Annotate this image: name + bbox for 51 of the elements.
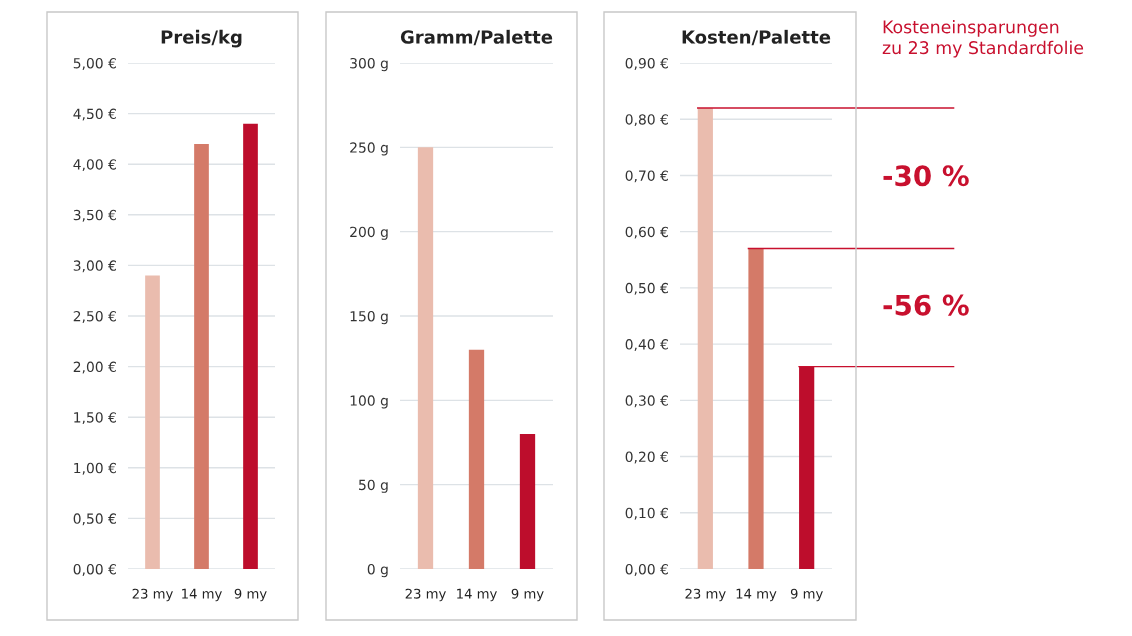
text: Kosteneinsparungen zu 23 my Standardfolie [882, 20, 1084, 58]
y-tick-label: 200 g [350, 226, 388, 240]
bar [468, 349, 485, 569]
x-tick-label: 9 my [234, 588, 267, 602]
y-tick-label: 4,50 € [73, 108, 116, 121]
text: -56 % [883, 294, 969, 316]
y-tick-label: 0,60 € [625, 226, 668, 239]
x-tick-label: 23 my [132, 588, 173, 602]
y-tick-label: 0,90 € [625, 57, 668, 70]
y-tick-label: 0,30 € [625, 395, 668, 408]
y-tick-label: 50 g [359, 479, 388, 493]
bar [194, 143, 209, 569]
y-tick-label: 0,00 € [73, 563, 116, 576]
text: -30 % [883, 165, 969, 187]
chart-title: Kosten/Palette [682, 29, 831, 46]
y-tick-label: 250 g [350, 142, 388, 156]
bar [697, 107, 713, 569]
y-tick-label: 0,20 € [625, 451, 668, 464]
y-tick-label: 1,50 € [74, 412, 116, 425]
chart-title: Gramm/Palette [400, 29, 553, 46]
y-tick-label: 5,00 € [73, 57, 116, 70]
y-tick-label: 3,50 € [73, 209, 116, 222]
y-tick-label: 150 g [350, 310, 388, 325]
y-tick-label: 1,00 € [74, 462, 116, 475]
y-tick-label: 4,00 € [73, 159, 116, 172]
bar [243, 123, 258, 569]
y-tick-label: 0,10 € [625, 507, 668, 520]
y-tick-label: 0,40 € [625, 339, 668, 351]
x-tick-label: 9 my [790, 588, 823, 602]
y-tick-label: 0,70 € [625, 170, 668, 183]
bar [417, 147, 434, 569]
x-tick-label: 14 my [457, 588, 497, 602]
y-tick-label: 0,00 € [625, 563, 668, 576]
chart-title: Preis/kg [161, 29, 242, 48]
y-tick-label: 2,00 € [73, 361, 116, 374]
x-tick-label: 23 my [405, 588, 446, 602]
y-tick-label: 2,50 € [73, 310, 116, 323]
x-tick-label: 23 my [685, 588, 726, 602]
y-tick-label: 0,50 € [73, 513, 116, 526]
y-tick-label: 100 g [350, 395, 388, 409]
y-tick-label: 0 g [367, 563, 388, 578]
bar [519, 434, 536, 569]
y-tick-label: 0,50 € [625, 282, 668, 295]
x-tick-label: 14 my [736, 588, 777, 602]
bar [145, 275, 160, 569]
y-tick-label: 300 g [350, 57, 388, 72]
y-tick-label: 3,00 € [73, 260, 116, 273]
x-tick-label: 9 my [511, 588, 544, 602]
x-tick-label: 14 my [182, 588, 222, 602]
y-tick-label: 0,80 € [625, 114, 668, 127]
bar [748, 248, 764, 569]
